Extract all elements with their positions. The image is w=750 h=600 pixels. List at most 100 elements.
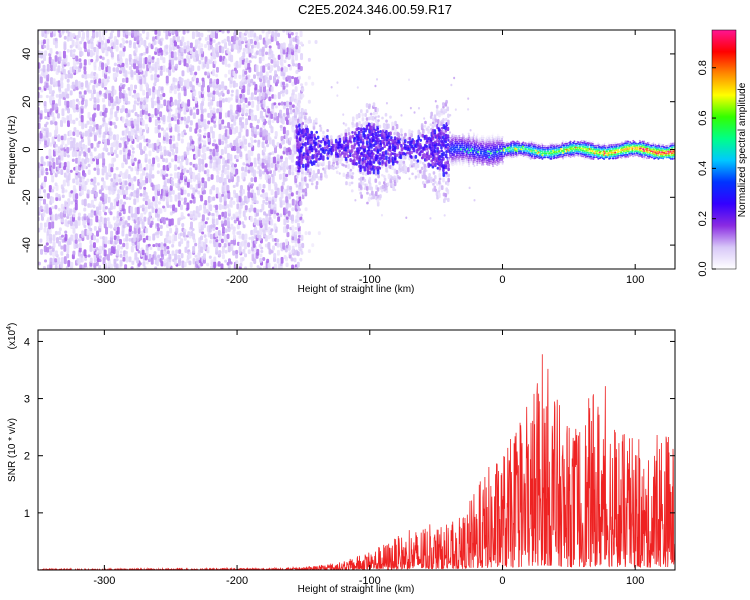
- spectrogram-cell: [258, 234, 262, 241]
- spectrogram-cell: [471, 142, 474, 145]
- spectrogram-cell: [67, 137, 71, 145]
- spectrogram-cell: [38, 86, 42, 91]
- spectrogram-cell: [55, 93, 59, 98]
- spectrogram-cell: [523, 149, 526, 152]
- spectrogram-cell: [255, 50, 259, 56]
- spectrogram-cell: [457, 139, 460, 142]
- spectrogram-cell: [159, 47, 163, 53]
- spectrogram-cell: [256, 170, 260, 174]
- spectrogram-cell: [215, 66, 219, 73]
- spectrogram-cell: [100, 43, 104, 51]
- spectrogram-cell: [159, 145, 163, 152]
- spectrogram-cell: [66, 147, 70, 154]
- spectrogram-cell: [282, 81, 286, 86]
- spectrogram-cell: [188, 260, 192, 266]
- spectrogram-cell: [427, 128, 430, 134]
- spectrogram-cell: [116, 210, 120, 219]
- spectrogram-cell: [267, 174, 271, 179]
- spectrogram-cell: [307, 249, 311, 254]
- spectrogram-cell: [250, 109, 254, 113]
- spectrogram-cell: [395, 153, 399, 157]
- spectrogram-cell: [479, 141, 482, 144]
- spectrogram-cell: [97, 140, 101, 145]
- spectrogram-cell: [376, 133, 380, 138]
- spectrogram-cell: [270, 219, 274, 226]
- spectrogram-cell: [338, 172, 341, 175]
- spectrogram-cell: [232, 213, 236, 218]
- spectrogram-cell: [183, 197, 187, 203]
- spectrogram-cell: [338, 152, 341, 156]
- spectrogram-cell: [130, 58, 134, 65]
- spectrogram-cell: [99, 55, 103, 59]
- spectrogram-cell: [136, 96, 140, 102]
- spectrogram-cell: [210, 259, 214, 263]
- spectrogram-cell: [284, 177, 288, 182]
- spectrogram-cell: [472, 162, 475, 165]
- spectrogram-cell: [458, 136, 461, 139]
- spectrogram-cell: [83, 172, 87, 178]
- spectrogram-cell: [250, 38, 254, 44]
- spectrogram-cell: [461, 150, 464, 153]
- spectrogram-cell: [249, 143, 253, 148]
- spectrogram-cell: [213, 256, 217, 262]
- spectrogram-cell: [72, 99, 76, 107]
- spectrogram-cell: [174, 253, 178, 261]
- spectrogram-cell: [186, 202, 190, 210]
- spectrogram-cell: [292, 37, 296, 42]
- spectrogram-cell: [301, 128, 305, 133]
- spectrogram-cell: [127, 100, 131, 105]
- spectrogram-cell: [477, 149, 480, 152]
- spectrogram-cell: [359, 164, 362, 170]
- spectrogram-cell: [410, 144, 414, 149]
- spectrogram-cell: [203, 170, 207, 175]
- spectrogram-cell: [148, 116, 152, 123]
- spectrogram-cell: [374, 145, 378, 150]
- spectrogram-cell: [204, 181, 208, 189]
- spectrogram-cell: [502, 157, 505, 160]
- spectrogram-cell: [206, 217, 210, 221]
- spectrogram-cell: [359, 184, 363, 189]
- spectrogram-cell: [241, 121, 245, 129]
- spectrogram-cell: [93, 210, 97, 216]
- spectrogram-cell: [132, 104, 136, 112]
- spectrogram-cell: [75, 165, 79, 174]
- spectrogram-cell: [218, 214, 222, 220]
- spectrogram-cell: [142, 197, 146, 202]
- spectrogram-cell: [49, 95, 53, 104]
- spectrogram-cell: [144, 70, 148, 77]
- spectrogram-cell: [186, 78, 190, 83]
- spectrogram-cell: [489, 133, 492, 136]
- spectrogram-cell: [229, 109, 233, 115]
- spectrogram-cell: [367, 196, 371, 202]
- spectrogram-cell: [176, 45, 180, 49]
- spectrogram-cell: [48, 148, 52, 157]
- spectrogram-cell: [244, 138, 248, 145]
- spectrogram-cell: [72, 250, 76, 256]
- spectrogram-cell: [496, 139, 499, 142]
- spectrogram-cell: [476, 164, 479, 167]
- spectrogram-cell: [145, 164, 149, 171]
- spectrogram-cell: [493, 156, 496, 159]
- spectrogram-cell: [54, 55, 58, 62]
- spectrogram-cell: [209, 154, 213, 160]
- spectrogram-cell: [54, 143, 58, 148]
- spectrogram-cell: [107, 185, 111, 191]
- spectrogram-cell: [290, 192, 294, 197]
- spectrogram-cell: [453, 163, 456, 166]
- spectrogram-cell: [227, 242, 231, 247]
- spectrogram-cell: [209, 240, 213, 244]
- spectrogram-cell: [483, 158, 486, 161]
- spectrogram-cell: [113, 173, 117, 180]
- spectrogram-cell: [471, 148, 474, 151]
- spectrogram-cell: [212, 148, 216, 157]
- spectrogram-cell: [510, 153, 513, 156]
- spectrogram-cell: [478, 158, 481, 161]
- spectrogram-cell: [99, 125, 103, 130]
- spectrogram-cell: [185, 63, 189, 68]
- spectrogram-cell: [285, 216, 289, 220]
- spectrogram-cell: [133, 58, 137, 64]
- spectrogram-cell: [359, 158, 362, 162]
- spectrogram-cell: [101, 192, 105, 199]
- spectrogram-cell: [221, 46, 225, 54]
- spectrogram-cell: [124, 70, 128, 78]
